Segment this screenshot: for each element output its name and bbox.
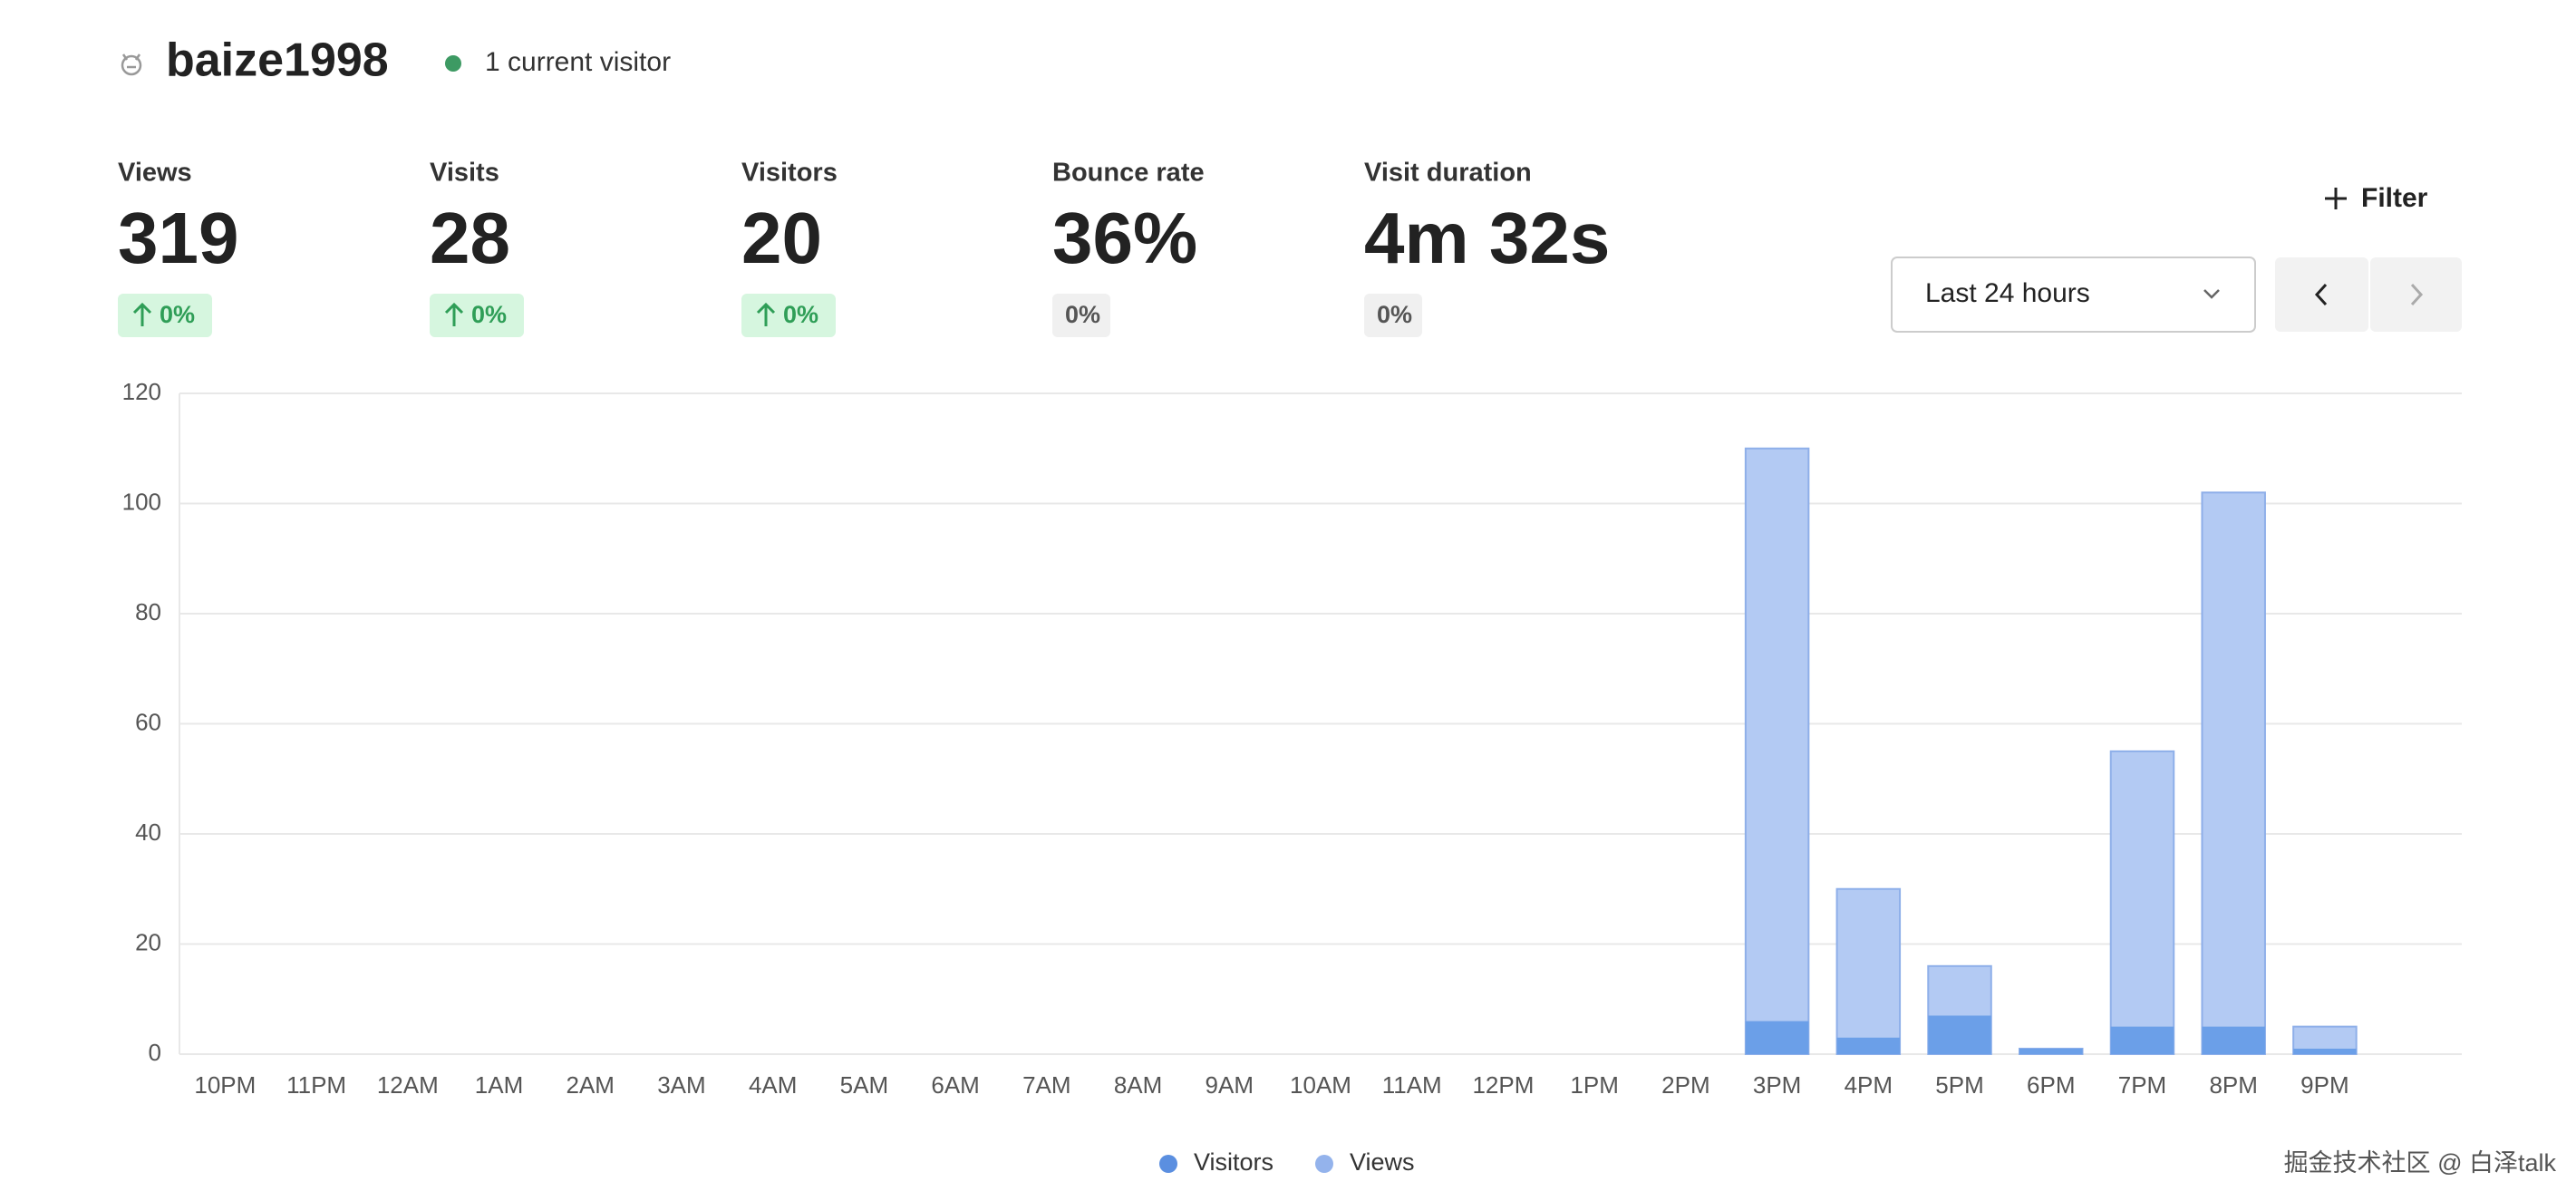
- bar: [2201, 491, 2266, 1055]
- x-tick-label: 10AM: [1290, 1071, 1351, 1099]
- change-badge: [1364, 294, 1422, 337]
- legend-label: Visitors: [1194, 1148, 1273, 1176]
- change-label: 0%: [1377, 301, 1412, 328]
- range-label: Last 24 hours: [1925, 278, 2090, 308]
- change-label: 0%: [783, 301, 818, 328]
- x-tick-label: 3PM: [1753, 1071, 1801, 1099]
- metric-label: Visits: [430, 159, 499, 188]
- change-label: 0%: [471, 301, 507, 328]
- x-tick-label: 7PM: [2118, 1071, 2166, 1099]
- watermark: 掘金技术社区 @ 白泽talk: [2284, 1149, 2557, 1177]
- y-tick-label: 100: [122, 488, 161, 515]
- x-tick-label: 12AM: [377, 1071, 439, 1099]
- y-tick-label: 0: [149, 1039, 161, 1066]
- bar: [2109, 750, 2175, 1055]
- x-tick-label: 5PM: [1935, 1071, 1983, 1099]
- x-tick-label: 4PM: [1845, 1071, 1893, 1099]
- live-dot: [445, 55, 461, 72]
- up-arrow: [444, 302, 464, 326]
- bar: [1835, 887, 1902, 1055]
- metric-value: 4m 32s: [1364, 198, 1610, 278]
- legend-swatch: [1315, 1155, 1333, 1173]
- y-tick-label: 20: [135, 928, 161, 955]
- prev-button[interactable]: [2275, 257, 2368, 332]
- change-label: 0%: [160, 301, 195, 328]
- x-tick-label: 9AM: [1206, 1071, 1254, 1099]
- range-dropdown[interactable]: Last 24 hours: [1891, 257, 2256, 333]
- x-tick-label: 2AM: [567, 1071, 615, 1099]
- x-tick-label: 5AM: [840, 1071, 888, 1099]
- bar: [1745, 1021, 1809, 1054]
- change-label: 0%: [1065, 301, 1100, 328]
- y-tick-label: 60: [135, 708, 161, 735]
- filter-label: Filter: [2361, 183, 2428, 213]
- bar: [2019, 1048, 2083, 1054]
- x-tick-label: 1PM: [1570, 1071, 1618, 1099]
- next-button[interactable]: [2370, 257, 2462, 332]
- up-arrow: [132, 302, 152, 326]
- bar: [2110, 1026, 2174, 1054]
- y-tick-label: 80: [135, 598, 161, 625]
- legend-swatch: [1159, 1155, 1177, 1173]
- metric-value: 20: [741, 198, 822, 278]
- bar: [1928, 1015, 1991, 1054]
- bar: [2202, 1026, 2265, 1054]
- change-badge: [1052, 294, 1110, 337]
- metric-label: Visit duration: [1364, 159, 1532, 188]
- y-tick-label: 40: [135, 818, 161, 846]
- x-tick-label: 7AM: [1022, 1071, 1070, 1099]
- x-tick-label: 12PM: [1472, 1071, 1534, 1099]
- x-tick-label: 3AM: [657, 1071, 705, 1099]
- metric-value: 319: [118, 198, 238, 278]
- x-tick-label: 8PM: [2209, 1071, 2257, 1099]
- x-tick-label: 8AM: [1114, 1071, 1162, 1099]
- visitor-status: 1 current visitor: [485, 47, 671, 77]
- legend-label: Views: [1350, 1148, 1415, 1176]
- filter-button[interactable]: Filter: [2325, 183, 2428, 213]
- x-tick-label: 2PM: [1661, 1071, 1709, 1099]
- x-tick-label: 6AM: [931, 1071, 979, 1099]
- x-tick-label: 4AM: [749, 1071, 797, 1099]
- x-tick-label: 9PM: [2300, 1071, 2348, 1099]
- x-tick-label: 11AM: [1382, 1071, 1442, 1099]
- bar: [1744, 447, 1810, 1055]
- metric-value: 28: [430, 198, 510, 278]
- metric-value: 36%: [1052, 198, 1197, 278]
- metric-label: Bounce rate: [1052, 159, 1205, 188]
- x-tick-label: 10PM: [194, 1071, 256, 1099]
- y-tick-label: 120: [122, 378, 161, 405]
- site-title: baize1998: [166, 34, 389, 87]
- metric-label: Views: [118, 159, 192, 188]
- site-icon: [121, 53, 142, 76]
- up-arrow: [756, 302, 776, 326]
- x-tick-label: 6PM: [2027, 1071, 2075, 1099]
- bar: [1836, 1037, 1901, 1054]
- metric-label: Visitors: [741, 159, 838, 188]
- bar: [2293, 1048, 2357, 1054]
- x-tick-label: 11PM: [286, 1071, 346, 1099]
- x-tick-label: 1AM: [475, 1071, 523, 1099]
